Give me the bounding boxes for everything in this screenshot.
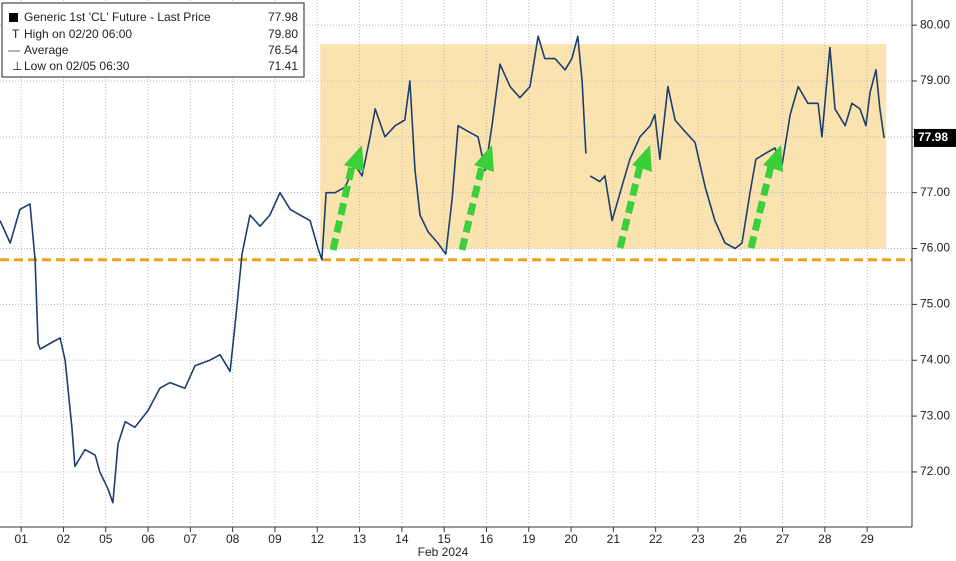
x-tick-label: 22 [649, 532, 663, 546]
price-line [0, 35, 885, 504]
y-tick-label: 80.00 [920, 17, 950, 31]
x-axis-label: Feb 2024 [418, 545, 469, 559]
x-tick-label: 09 [268, 532, 282, 546]
x-tick-label: 29 [860, 532, 874, 546]
legend-label: Generic 1st 'CL' Future - Last Price [24, 10, 211, 24]
x-tick-label: 19 [522, 532, 536, 546]
arrows [329, 145, 783, 251]
arrow [747, 165, 775, 249]
x-tick-label: 05 [99, 532, 113, 546]
legend-label: Average [24, 43, 69, 57]
x-tick-label: 14 [395, 532, 409, 546]
y-tick-label: 74.00 [920, 352, 950, 366]
arrow-head [344, 145, 364, 172]
legend-icon: ⊥ [12, 59, 22, 73]
last-price-label: 77.98 [918, 130, 948, 144]
x-tick-label: 16 [480, 532, 494, 546]
arrow [458, 165, 486, 251]
legend-box [1, 2, 305, 78]
x-tick-label: 07 [184, 532, 198, 546]
arrow-head [632, 145, 652, 172]
x-tick-label: 21 [607, 532, 621, 546]
legend-value: 79.80 [268, 27, 298, 41]
arrow-head [474, 145, 494, 172]
x-tick-label: 28 [818, 532, 832, 546]
band-layer [0, 44, 912, 262]
arrow [329, 165, 356, 251]
legend-label: Low on 02/05 06:30 [24, 59, 130, 73]
legend-value: 71.41 [268, 59, 298, 73]
axis-layer: 72.0073.0074.0075.0076.0077.0078.0079.00… [14, 17, 956, 546]
grid-layer [0, 0, 912, 525]
x-tick-label: 08 [226, 532, 240, 546]
range-band [320, 44, 887, 249]
legend-swatch [9, 13, 18, 22]
legend-value: 76.54 [268, 43, 298, 57]
legend-icon: T [12, 27, 20, 41]
arrow-head [763, 145, 783, 172]
arrow [616, 165, 644, 249]
legend: Generic 1st 'CL' Future - Last Price 77.… [1, 2, 305, 78]
x-tick-label: 02 [57, 532, 71, 546]
y-tick-label: 72.00 [920, 464, 950, 478]
y-tick-label: 75.00 [920, 297, 950, 311]
x-tick-label: 23 [691, 532, 705, 546]
x-tick-label: 01 [14, 532, 28, 546]
y-tick-label: 76.00 [920, 241, 950, 255]
line-layer [0, 35, 885, 504]
x-tick-label: 13 [353, 532, 367, 546]
x-tick-label: 26 [734, 532, 748, 546]
legend-label: High on 02/20 06:00 [24, 27, 132, 41]
x-tick-label: 06 [141, 532, 155, 546]
y-tick-label: 77.00 [920, 185, 950, 199]
x-tick-label: 27 [776, 532, 790, 546]
x-tick-label: 15 [437, 532, 451, 546]
last-price-tag [914, 128, 956, 147]
legend-value: 77.98 [268, 10, 298, 24]
x-tick-label: 12 [311, 532, 325, 546]
y-tick-label: 73.00 [920, 408, 950, 422]
x-tick-label: 20 [564, 532, 578, 546]
y-tick-label: 79.00 [920, 73, 950, 87]
